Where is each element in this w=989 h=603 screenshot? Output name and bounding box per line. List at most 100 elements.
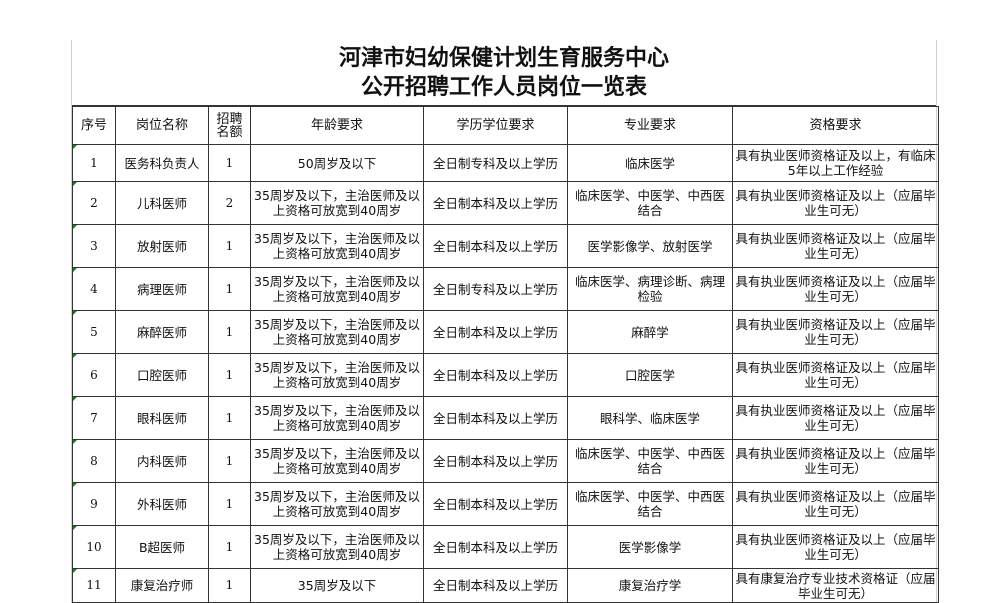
table-row: 11 康复治疗师 1 35周岁及以下 全日制本科及以上学历 康复治疗学 具有康复治疗专业技术… (72, 568, 939, 603)
cell-major[interactable]: 临床医学 (567, 144, 733, 182)
title-line-1: 河津市妇幼保健计划生育服务中心 (338, 45, 669, 71)
cell-education[interactable]: 全日制本科及以上学历 (423, 181, 568, 225)
cell-seq[interactable]: 1 (72, 144, 116, 182)
header-major[interactable]: 专业要求 (567, 106, 733, 145)
cell-major[interactable]: 临床医学、中医学、中西医结合 (567, 482, 733, 526)
table-row: 2 儿科医师 2 35周岁及以下，主治医师及以上资格可放宽到40周岁 全日制本科及以上学… (72, 181, 939, 225)
cell-qualification[interactable]: 具有执业医师资格证及以上（应届毕业生可无） (732, 482, 939, 526)
cell-qualification[interactable]: 具有执业医师资格证及以上（应届毕业生可无） (732, 181, 939, 225)
cell-qualification[interactable]: 具有执业医师资格证及以上（应届毕业生可无） (732, 353, 939, 397)
cell-major[interactable]: 口腔医学 (567, 353, 733, 397)
cell-qualification[interactable]: 具有康复治疗专业技术资格证（应届毕业生可无） (732, 568, 939, 603)
cell-age[interactable]: 35周岁及以下，主治医师及以上资格可放宽到40周岁 (250, 396, 424, 440)
cell-education[interactable]: 全日制专科及以上学历 (423, 267, 568, 311)
header-position[interactable]: 岗位名称 (115, 106, 209, 145)
table-row: 7 眼科医师 1 35周岁及以下，主治医师及以上资格可放宽到40周岁 全日制本科及以上学… (72, 396, 939, 440)
cell-major[interactable]: 康复治疗学 (567, 568, 733, 603)
cell-qualification[interactable]: 具有执业医师资格证及以上（应届毕业生可无） (732, 224, 939, 268)
header-age[interactable]: 年龄要求 (250, 106, 424, 145)
table-row: 4 病理医师 1 35周岁及以下，主治医师及以上资格可放宽到40周岁 全日制专科及以上学… (72, 267, 939, 311)
header-row: 序号 岗位名称 招聘名额 年龄要求 学历学位要求 专业要求 资格要求 (72, 106, 939, 145)
header-quota[interactable]: 招聘名额 (208, 106, 251, 145)
cell-quota[interactable]: 2 (208, 181, 251, 225)
table-row: 10 B超医师 1 35周岁及以下，主治医师及以上资格可放宽到40周岁 全日制本科及以上… (72, 525, 939, 569)
table-row: 8 内科医师 1 35周岁及以下，主治医师及以上资格可放宽到40周岁 全日制本科及以上学… (72, 439, 939, 483)
cell-education[interactable]: 全日制本科及以上学历 (423, 439, 568, 483)
cell-seq[interactable]: 5 (72, 310, 116, 354)
cell-education[interactable]: 全日制本科及以上学历 (423, 353, 568, 397)
cell-position[interactable]: 儿科医师 (115, 181, 209, 225)
cell-quota[interactable]: 1 (208, 525, 251, 569)
table-row: 1 医务科负责人 1 50周岁及以下 全日制专科及以上学历 临床医学 具有执业医师资格证及以… (72, 144, 939, 182)
cell-education[interactable]: 全日制本科及以上学历 (423, 482, 568, 526)
cell-qualification[interactable]: 具有执业医师资格证及以上（应届毕业生可无） (732, 310, 939, 354)
cell-age[interactable]: 35周岁及以下 (250, 568, 424, 603)
cell-major[interactable]: 医学影像学、放射医学 (567, 224, 733, 268)
cell-quota[interactable]: 1 (208, 224, 251, 268)
cell-position[interactable]: 病理医师 (115, 267, 209, 311)
cell-quota[interactable]: 1 (208, 568, 251, 603)
cell-education[interactable]: 全日制本科及以上学历 (423, 396, 568, 440)
cell-seq[interactable]: 7 (72, 396, 116, 440)
cell-position[interactable]: 麻醉医师 (115, 310, 209, 354)
cell-education[interactable]: 全日制专科及以上学历 (423, 144, 568, 182)
cell-age[interactable]: 35周岁及以下，主治医师及以上资格可放宽到40周岁 (250, 439, 424, 483)
cell-quota[interactable]: 1 (208, 396, 251, 440)
cell-education[interactable]: 全日制本科及以上学历 (423, 310, 568, 354)
cell-education[interactable]: 全日制本科及以上学历 (423, 568, 568, 603)
cell-age[interactable]: 35周岁及以下，主治医师及以上资格可放宽到40周岁 (250, 181, 424, 225)
header-seq[interactable]: 序号 (72, 106, 116, 145)
cell-position[interactable]: 医务科负责人 (115, 144, 209, 182)
cell-major[interactable]: 眼科学、临床医学 (567, 396, 733, 440)
cell-quota[interactable]: 1 (208, 353, 251, 397)
cell-position[interactable]: B超医师 (115, 525, 209, 569)
cell-age[interactable]: 35周岁及以下，主治医师及以上资格可放宽到40周岁 (250, 525, 424, 569)
cell-age[interactable]: 35周岁及以下，主治医师及以上资格可放宽到40周岁 (250, 482, 424, 526)
spreadsheet: 河津市妇幼保健计划生育服务中心 公开招聘工作人员岗位一览表 序号 岗位名称 招聘名额… (71, 40, 939, 603)
table-row: 5 麻醉医师 1 35周岁及以下，主治医师及以上资格可放宽到40周岁 全日制本科及以上学… (72, 310, 939, 354)
cell-major[interactable]: 医学影像学 (567, 525, 733, 569)
cell-seq[interactable]: 11 (72, 568, 116, 603)
cell-quota[interactable]: 1 (208, 439, 251, 483)
cell-education[interactable]: 全日制本科及以上学历 (423, 224, 568, 268)
cell-major[interactable]: 麻醉学 (567, 310, 733, 354)
table-row: 6 口腔医师 1 35周岁及以下，主治医师及以上资格可放宽到40周岁 全日制本科及以上学… (72, 353, 939, 397)
cell-seq[interactable]: 6 (72, 353, 116, 397)
title-line-2: 公开招聘工作人员岗位一览表 (360, 74, 647, 100)
cell-major[interactable]: 临床医学、中医学、中西医结合 (567, 181, 733, 225)
cell-position[interactable]: 放射医师 (115, 224, 209, 268)
cell-major[interactable]: 临床医学、中医学、中西医结合 (567, 439, 733, 483)
cell-quota[interactable]: 1 (208, 267, 251, 311)
cell-age[interactable]: 35周岁及以下，主治医师及以上资格可放宽到40周岁 (250, 310, 424, 354)
cell-education[interactable]: 全日制本科及以上学历 (423, 525, 568, 569)
cell-seq[interactable]: 2 (72, 181, 116, 225)
cell-position[interactable]: 外科医师 (115, 482, 209, 526)
cell-seq[interactable]: 4 (72, 267, 116, 311)
cell-position[interactable]: 内科医师 (115, 439, 209, 483)
header-qualification[interactable]: 资格要求 (732, 106, 939, 145)
cell-qualification[interactable]: 具有执业医师资格证及以上（应届毕业生可无） (732, 525, 939, 569)
cell-quota[interactable]: 1 (208, 144, 251, 182)
cell-qualification[interactable]: 具有执业医师资格证及以上（应届毕业生可无） (732, 267, 939, 311)
cell-seq[interactable]: 3 (72, 224, 116, 268)
table-row: 3 放射医师 1 35周岁及以下，主治医师及以上资格可放宽到40周岁 全日制本科及以上学… (72, 224, 939, 268)
cell-qualification[interactable]: 具有执业医师资格证及以上，有临床5年以上工作经验 (732, 144, 939, 182)
cell-age[interactable]: 35周岁及以下，主治医师及以上资格可放宽到40周岁 (250, 224, 424, 268)
cell-qualification[interactable]: 具有执业医师资格证及以上（应届毕业生可无） (732, 396, 939, 440)
cell-seq[interactable]: 10 (72, 525, 116, 569)
positions-table: 序号 岗位名称 招聘名额 年龄要求 学历学位要求 专业要求 资格要求 1 医务科负责人 1 50周… (72, 106, 939, 603)
cell-seq[interactable]: 9 (72, 482, 116, 526)
cell-seq[interactable]: 8 (72, 439, 116, 483)
table-row: 9 外科医师 1 35周岁及以下，主治医师及以上资格可放宽到40周岁 全日制本科及以上学… (72, 482, 939, 526)
cell-major[interactable]: 临床医学、病理诊断、病理检验 (567, 267, 733, 311)
cell-qualification[interactable]: 具有执业医师资格证及以上（应届毕业生可无） (732, 439, 939, 483)
cell-age[interactable]: 35周岁及以下，主治医师及以上资格可放宽到40周岁 (250, 267, 424, 311)
cell-quota[interactable]: 1 (208, 310, 251, 354)
header-education[interactable]: 学历学位要求 (423, 106, 568, 145)
cell-age[interactable]: 50周岁及以下 (250, 144, 424, 182)
cell-position[interactable]: 眼科医师 (115, 396, 209, 440)
cell-position[interactable]: 口腔医师 (115, 353, 209, 397)
cell-position[interactable]: 康复治疗师 (115, 568, 209, 603)
cell-quota[interactable]: 1 (208, 482, 251, 526)
cell-age[interactable]: 35周岁及以下，主治医师及以上资格可放宽到40周岁 (250, 353, 424, 397)
